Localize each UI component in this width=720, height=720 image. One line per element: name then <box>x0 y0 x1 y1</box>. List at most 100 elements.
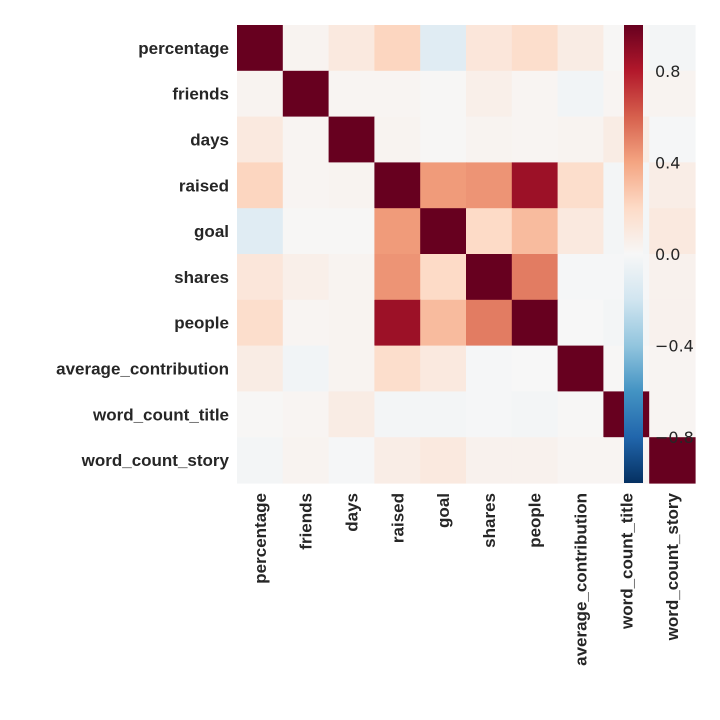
heatmap-cell <box>237 25 284 72</box>
column-label: goal <box>434 493 453 528</box>
heatmap-cell <box>511 391 559 438</box>
heatmap-cell <box>328 208 375 255</box>
heatmap-cell <box>374 345 421 392</box>
heatmap-cell <box>511 25 559 72</box>
heatmap-cell <box>328 391 375 438</box>
heatmap-cell <box>374 254 421 301</box>
heatmap-cell <box>237 70 284 118</box>
heatmap-cell <box>557 254 604 301</box>
heatmap-cell <box>374 391 421 438</box>
heatmap-cell <box>511 70 559 118</box>
heatmap-cell <box>557 25 604 72</box>
heatmap-cell <box>237 299 284 347</box>
colorbar <box>624 25 643 483</box>
column-label: word_count_title <box>617 493 636 630</box>
heatmap-cell <box>420 254 467 301</box>
heatmap-cell <box>420 208 467 255</box>
heatmap-cell <box>466 116 513 163</box>
row-label: average_contribution <box>56 360 229 379</box>
heatmap-cell <box>374 437 421 484</box>
heatmap-cell <box>557 345 604 392</box>
heatmap-cell <box>420 70 467 118</box>
colorbar-tick-label: −0.4 <box>655 337 694 356</box>
heatmap-cell <box>282 254 330 301</box>
heatmap-cell <box>328 345 375 392</box>
column-labels: percentage friends days raised goal shares peo… <box>251 492 682 665</box>
row-labels: percentage friends days raised goal shares peo… <box>56 39 229 470</box>
heatmap-cell <box>466 25 513 72</box>
heatmap-cell <box>420 25 467 72</box>
heatmap-cell <box>649 25 696 72</box>
heatmap-cell <box>511 208 559 255</box>
column-label: days <box>343 493 362 532</box>
heatmap-cell <box>282 391 330 438</box>
heatmap-cell <box>328 116 375 163</box>
heatmap-cell <box>237 345 284 392</box>
heatmap-cell <box>374 116 421 163</box>
heatmap-cell <box>374 162 421 209</box>
heatmap-cell <box>466 162 513 209</box>
heatmap-cell <box>328 162 375 209</box>
heatmap-cell <box>420 345 467 392</box>
heatmap-cell <box>511 345 559 392</box>
heatmap-cell <box>328 299 375 347</box>
colorbar-tick-label: 0.8 <box>655 62 680 81</box>
heatmap-cell <box>649 116 696 163</box>
heatmap-cell <box>328 70 375 118</box>
heatmap-cell <box>237 116 284 163</box>
heatmap-cell <box>374 70 421 118</box>
heatmap-cell <box>282 25 330 72</box>
heatmap-cell <box>466 70 513 118</box>
column-label: average_contribution <box>572 493 591 666</box>
column-label: shares <box>480 493 499 548</box>
row-label: friends <box>172 85 229 104</box>
heatmap-cell <box>466 299 513 347</box>
heatmap-cell <box>420 299 467 347</box>
heatmap-cell <box>282 345 330 392</box>
heatmap-cells <box>237 25 696 484</box>
heatmap-cell <box>328 25 375 72</box>
column-label: people <box>526 493 545 548</box>
heatmap-cell <box>557 70 604 118</box>
heatmap-cell <box>374 25 421 72</box>
heatmap-cell <box>374 299 421 347</box>
heatmap-cell <box>557 208 604 255</box>
row-label: people <box>174 314 229 333</box>
heatmap-cell <box>511 254 559 301</box>
row-label: days <box>190 131 229 150</box>
heatmap-cell <box>557 391 604 438</box>
heatmap-cell <box>420 162 467 209</box>
heatmap-cell <box>649 208 696 255</box>
column-label: word_count_story <box>663 492 682 641</box>
column-label: raised <box>388 493 407 543</box>
heatmap-cell <box>282 116 330 163</box>
colorbar-tick-label: −0.8 <box>655 428 694 447</box>
heatmap-cell <box>237 391 284 438</box>
heatmap-cell <box>328 254 375 301</box>
heatmap-cell <box>237 254 284 301</box>
heatmap-cell <box>466 391 513 438</box>
heatmap-cell <box>649 437 696 484</box>
colorbar-ticks: 0.8 0.4 0.0 −0.4 −0.8 <box>655 62 694 447</box>
heatmap-cell <box>328 437 375 484</box>
heatmap-cell <box>237 208 284 255</box>
heatmap-cell <box>282 299 330 347</box>
heatmap-cell <box>466 254 513 301</box>
heatmap-cell <box>420 437 467 484</box>
heatmap-cell <box>557 299 604 347</box>
heatmap-cell <box>649 391 696 438</box>
heatmap-cell <box>557 437 604 484</box>
heatmap-cell <box>649 299 696 347</box>
heatmap-cell <box>557 162 604 209</box>
heatmap-cell <box>649 70 696 118</box>
heatmap-cell <box>420 391 467 438</box>
heatmap-cell <box>649 254 696 301</box>
heatmap-cell <box>237 437 284 484</box>
colorbar-tick-label: 0.0 <box>655 245 680 264</box>
row-label: percentage <box>138 39 229 58</box>
heatmap-cell <box>466 437 513 484</box>
heatmap-cell <box>557 116 604 163</box>
colorbar-tick-label: 0.4 <box>655 153 680 172</box>
row-label: word_count_title <box>92 405 229 424</box>
